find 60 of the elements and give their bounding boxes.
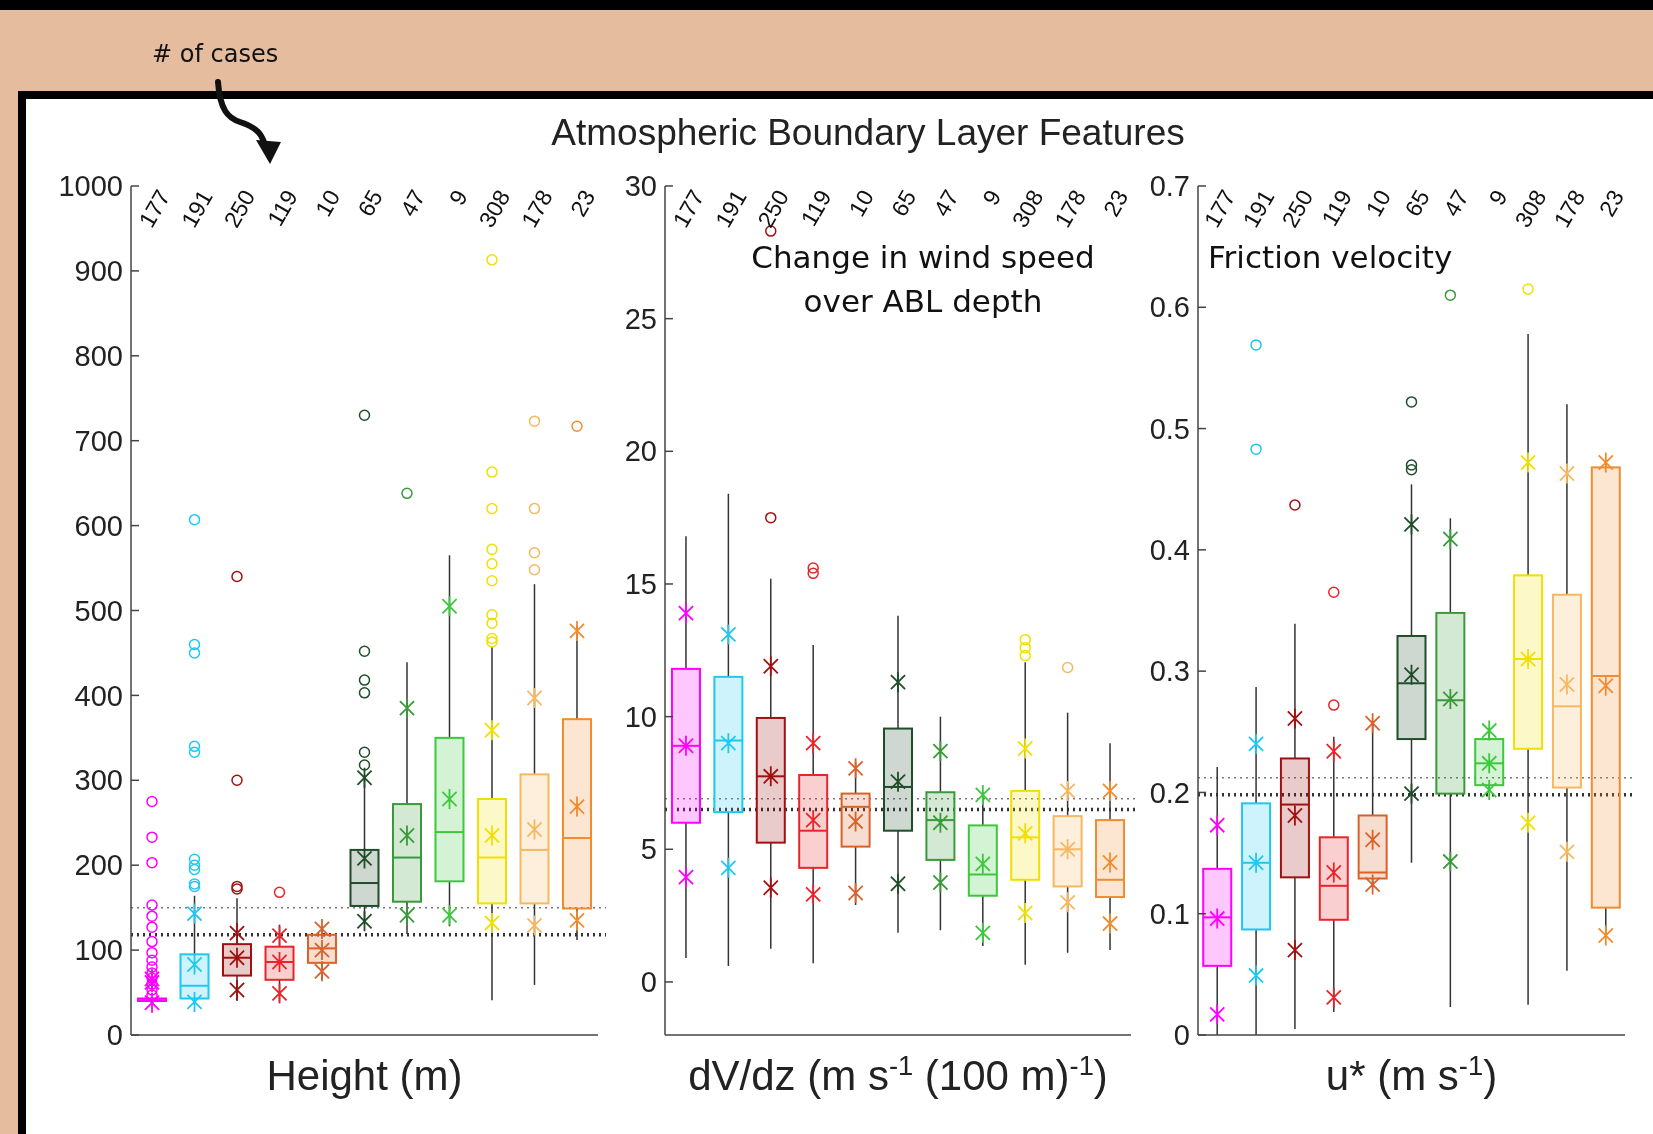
y-tick-label: 800	[74, 339, 123, 372]
x-tick-label: 10	[309, 185, 346, 221]
x-tick-label: 119	[1316, 185, 1358, 231]
x-tick-label: 9	[443, 185, 473, 210]
annotation: Change in wind speed over ABL depth	[751, 239, 1095, 319]
x-tick-label: 250	[752, 185, 795, 232]
x-tick-label: 65	[352, 185, 388, 221]
x-tick-label: 178	[1049, 185, 1091, 232]
y-tick-label: 0.7	[1149, 170, 1190, 203]
x-tick-label: 191	[176, 185, 218, 232]
x-tick-label: 23	[564, 185, 601, 221]
annotation: Friction velocity	[1208, 239, 1453, 275]
y-tick-label: 0.2	[1149, 776, 1190, 809]
x-tick-label: 308	[1006, 185, 1049, 232]
y-tick-label: 20	[624, 435, 657, 468]
x-tick-label: 177	[667, 185, 710, 232]
y-tick-label: 900	[74, 255, 123, 288]
y-tick-label: 5	[640, 833, 657, 866]
x-tick-label: 191	[709, 185, 752, 232]
x-tick-label: 308	[473, 185, 516, 232]
x-tick-label: 10	[1360, 185, 1396, 221]
x-tick-label: 23	[1098, 185, 1134, 221]
x-axis-title: dV/dz (m s$^{-1}$ (100 m)$^{-1}$)	[688, 1049, 1108, 1099]
y-tick-label: 200	[74, 849, 123, 882]
y-tick-label: 0.5	[1149, 412, 1190, 445]
y-tick-label: 0	[640, 966, 657, 999]
y-tick-label: 400	[74, 679, 123, 712]
x-tick-label: 65	[1399, 185, 1435, 221]
y-tick-label: 100	[74, 934, 123, 967]
y-tick-label: 300	[74, 764, 123, 797]
x-tick-label: 10	[843, 185, 879, 221]
x-tick-label: 47	[1438, 185, 1474, 221]
chart-title: Atmospheric Boundary Layer Features	[551, 112, 1185, 153]
y-tick-label: 10	[624, 700, 657, 733]
y-tick-label: 25	[624, 302, 657, 335]
x-tick-label: 23	[1593, 185, 1630, 221]
y-tick-label: 0.1	[1149, 897, 1190, 930]
y-tick-label: 0.4	[1149, 534, 1190, 567]
y-tick-label: 0.6	[1149, 291, 1190, 324]
y-tick-label: 30	[624, 170, 657, 203]
x-tick-label: 119	[261, 185, 303, 231]
y-tick-label: 0	[106, 1019, 123, 1052]
y-tick-label: 600	[74, 509, 123, 542]
y-tick-label: 0.3	[1149, 655, 1190, 688]
y-tick-label: 500	[74, 594, 123, 627]
x-tick-label: 47	[928, 185, 964, 221]
x-axis-title: Height (m)	[266, 1052, 463, 1099]
y-tick-label: 15	[624, 568, 657, 601]
y-tick-label: 700	[74, 424, 123, 457]
x-tick-label: 178	[516, 185, 558, 232]
x-tick-label: 119	[795, 185, 837, 231]
y-tick-label: 1000	[58, 170, 123, 203]
x-tick-label: 9	[977, 185, 1007, 210]
y-tick-label: 0	[1173, 1019, 1190, 1052]
text: # of cases	[152, 40, 279, 68]
x-tick-label: 177	[133, 185, 176, 232]
x-tick-label: 250	[218, 185, 261, 232]
x-tick-label: 47	[394, 185, 431, 221]
x-tick-label: 65	[885, 185, 922, 221]
x-axis-title: u* (m s$^{-1}$)	[1325, 1049, 1498, 1099]
